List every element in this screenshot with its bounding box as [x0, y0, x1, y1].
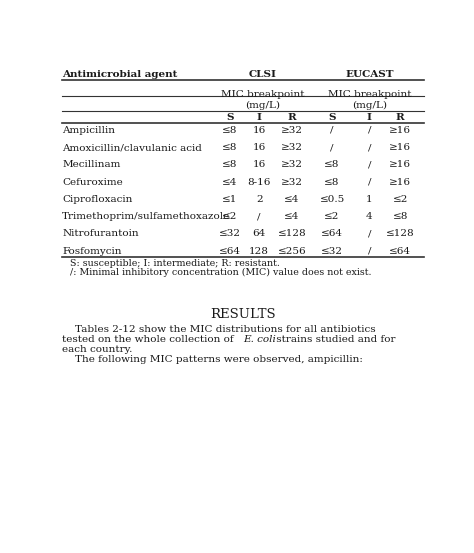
Text: MIC breakpoint
(mg/L): MIC breakpoint (mg/L) — [328, 90, 411, 111]
Text: ≥16: ≥16 — [389, 178, 411, 186]
Text: 16: 16 — [253, 143, 266, 152]
Text: ≥16: ≥16 — [389, 143, 411, 152]
Text: /: / — [330, 126, 334, 135]
Text: ≤128: ≤128 — [386, 229, 415, 238]
Text: Fosfomycin: Fosfomycin — [63, 247, 122, 255]
Text: ≤4: ≤4 — [284, 195, 300, 204]
Text: tested on the whole collection of: tested on the whole collection of — [63, 335, 237, 344]
Text: ≤8: ≤8 — [222, 126, 237, 135]
Text: Amoxicillin/clavulanic acid: Amoxicillin/clavulanic acid — [63, 143, 202, 152]
Text: ≤8: ≤8 — [222, 160, 237, 169]
Text: 16: 16 — [253, 126, 266, 135]
Text: ≤4: ≤4 — [222, 178, 237, 186]
Text: 4: 4 — [366, 212, 373, 221]
Text: Antimicrobial agent: Antimicrobial agent — [63, 70, 178, 79]
Text: ≤64: ≤64 — [321, 229, 343, 238]
Text: /: / — [367, 178, 371, 186]
Text: The following MIC patterns were observed, ampicillin:: The following MIC patterns were observed… — [63, 355, 363, 364]
Text: strains studied and for: strains studied and for — [273, 335, 396, 344]
Text: /: / — [367, 126, 371, 135]
Text: /: / — [257, 212, 261, 221]
Text: /: Minimal inhibitory concentration (MIC) value does not exist.: /: Minimal inhibitory concentration (MIC… — [70, 268, 372, 277]
Text: ≥32: ≥32 — [281, 126, 303, 135]
Text: Cefuroxime: Cefuroxime — [63, 178, 123, 186]
Text: ≤64: ≤64 — [389, 247, 411, 255]
Text: 2: 2 — [256, 195, 263, 204]
Text: ≤8: ≤8 — [392, 212, 408, 221]
Text: ≥32: ≥32 — [281, 160, 303, 169]
Text: ≥32: ≥32 — [281, 143, 303, 152]
Text: 64: 64 — [253, 229, 266, 238]
Text: ≤2: ≤2 — [222, 212, 237, 221]
Text: 128: 128 — [249, 247, 269, 255]
Text: ≤256: ≤256 — [277, 247, 306, 255]
Text: MIC breakpoint
(mg/L): MIC breakpoint (mg/L) — [220, 90, 304, 111]
Text: ≤2: ≤2 — [392, 195, 408, 204]
Text: 8-16: 8-16 — [247, 178, 271, 186]
Text: R: R — [287, 113, 296, 122]
Text: ≤0.5: ≤0.5 — [319, 195, 345, 204]
Text: ≤128: ≤128 — [277, 229, 306, 238]
Text: ≤4: ≤4 — [284, 212, 300, 221]
Text: Ciprofloxacin: Ciprofloxacin — [63, 195, 133, 204]
Text: Tables 2-12 show the MIC distributions for all antibiotics: Tables 2-12 show the MIC distributions f… — [63, 325, 376, 334]
Text: ≥32: ≥32 — [281, 178, 303, 186]
Text: I: I — [257, 113, 262, 122]
Text: /: / — [330, 143, 334, 152]
Text: 1: 1 — [366, 195, 373, 204]
Text: E. coli: E. coli — [243, 335, 276, 344]
Text: I: I — [367, 113, 372, 122]
Text: RESULTS: RESULTS — [210, 308, 276, 321]
Text: S: susceptible; I: intermediate; R: resistant.: S: susceptible; I: intermediate; R: resi… — [70, 259, 280, 268]
Text: ≤2: ≤2 — [324, 212, 340, 221]
Text: /: / — [367, 143, 371, 152]
Text: EUCAST: EUCAST — [345, 70, 393, 79]
Text: /: / — [367, 229, 371, 238]
Text: /: / — [367, 160, 371, 169]
Text: ≤32: ≤32 — [321, 247, 343, 255]
Text: 16: 16 — [253, 160, 266, 169]
Text: ≤64: ≤64 — [219, 247, 241, 255]
Text: /: / — [367, 247, 371, 255]
Text: ≤32: ≤32 — [219, 229, 241, 238]
Text: S: S — [226, 113, 234, 122]
Text: ≥16: ≥16 — [389, 126, 411, 135]
Text: Ampicillin: Ampicillin — [63, 126, 115, 135]
Text: ≤8: ≤8 — [324, 178, 340, 186]
Text: S: S — [328, 113, 336, 122]
Text: each country.: each country. — [63, 345, 133, 354]
Text: R: R — [396, 113, 405, 122]
Text: ≤1: ≤1 — [222, 195, 237, 204]
Text: ≤8: ≤8 — [222, 143, 237, 152]
Text: CLSI: CLSI — [248, 70, 276, 79]
Text: ≥16: ≥16 — [389, 160, 411, 169]
Text: Trimethoprim/sulfamethoxazole: Trimethoprim/sulfamethoxazole — [63, 212, 230, 221]
Text: Mecillinam: Mecillinam — [63, 160, 121, 169]
Text: ≤8: ≤8 — [324, 160, 340, 169]
Text: Nitrofurantoin: Nitrofurantoin — [63, 229, 139, 238]
